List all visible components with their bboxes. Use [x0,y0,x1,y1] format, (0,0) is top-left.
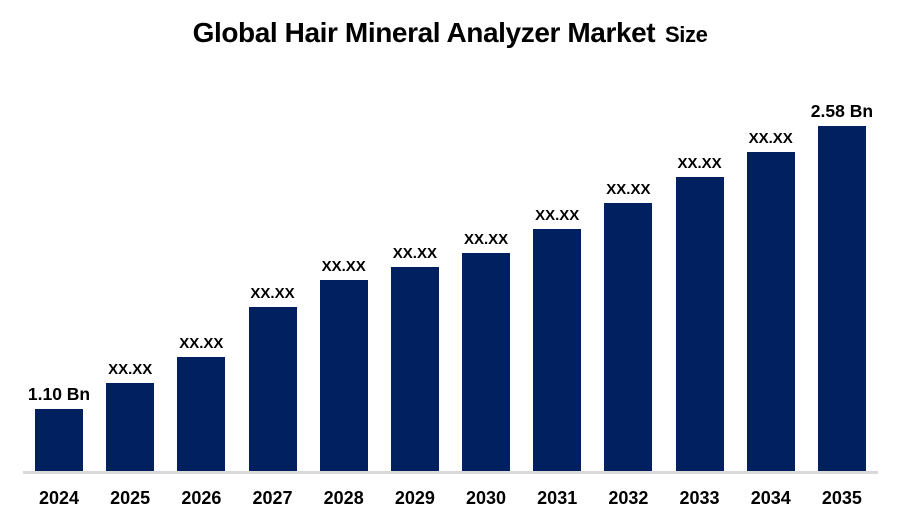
bar-value-label: XX.XX [179,334,224,352]
x-axis-label: 2024 [38,488,80,508]
bar-value-label: XX.XX [606,180,651,198]
bar [817,126,866,472]
bars-area: 1.10 Bn XX.XX XX.XX XX.XX XX.XX XX.XX XX.XX XX.… [28,101,873,472]
chart-title: Global Hair Mineral Analyzer Market Size [0,17,900,49]
bar-group: XX.XX [462,230,511,472]
bar-group: XX.XX [533,206,582,472]
bar-value-label: XX.XX [108,360,153,378]
bar [533,229,582,472]
bar-group: XX.XX [177,334,226,472]
x-axis-label: 2027 [252,488,293,508]
bar-value-label: 1.10 Bn [27,383,91,404]
bar-value-label: XX.XX [677,154,722,172]
bar [319,280,368,472]
bar [675,177,724,472]
bar-group: XX.XX [675,154,724,472]
bar [462,253,511,472]
bar [106,383,155,472]
x-axis-label: 2034 [750,488,791,508]
x-axis-label: 2029 [394,488,435,508]
bar-value-label: XX.XX [535,206,580,224]
bar [248,307,297,472]
bar-value-label: 2.58 Bn [810,100,874,121]
chart-title-suffix: Size [665,22,708,47]
bar-group: XX.XX [319,257,368,472]
bar-group: XX.XX [106,360,155,472]
bar-group: XX.XX [390,244,439,472]
bar-group: XX.XX [248,284,297,472]
bar [746,152,795,472]
bar-value-label: XX.XX [321,257,366,275]
x-axis-label: 2026 [181,488,222,508]
bar-value-label: XX.XX [392,244,437,262]
x-axis-labels: 2024 2025 2026 2027 2028 2029 2030 2031 2032 2033… [35,488,866,509]
bar [390,267,439,472]
bar-group: 1.10 Bn [28,384,90,472]
bar-group: XX.XX [746,129,795,472]
x-axis-label: 2025 [110,488,151,508]
bar-group: 2.58 Bn [811,101,873,472]
bar [177,357,226,472]
x-axis-line [23,471,878,474]
x-axis-label: 2031 [537,488,578,508]
bar-group: XX.XX [604,180,653,472]
bar-value-label: XX.XX [748,129,793,147]
x-axis-label: 2032 [608,488,649,508]
bar-value-label: XX.XX [463,230,509,248]
x-axis-label: 2033 [679,488,720,508]
chart-title-main: Global Hair Mineral Analyzer Market [192,17,656,48]
bar [35,409,83,472]
bar-value-label: XX.XX [250,284,295,302]
bar [604,203,653,472]
x-axis-label: 2030 [466,488,507,508]
x-axis-label: 2028 [323,488,364,508]
x-axis-label: 2035 [821,488,862,508]
